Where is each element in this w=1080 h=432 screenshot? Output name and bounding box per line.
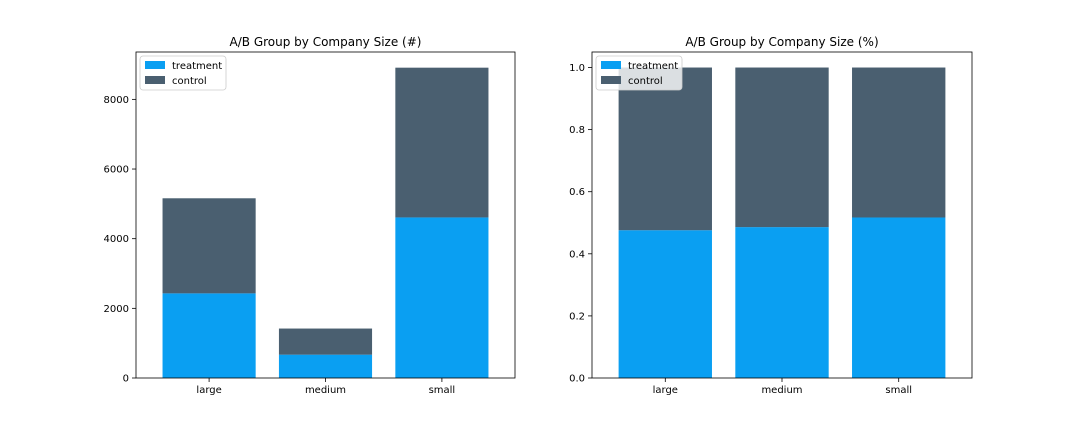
y-tick-label: 4000	[104, 234, 129, 245]
bar-treatment-small	[852, 217, 946, 378]
y-tick-label: 0	[123, 374, 129, 385]
bar-treatment-medium	[278, 354, 373, 378]
bar-treatment-small	[395, 217, 489, 378]
y-tick-label: 0.2	[569, 311, 585, 322]
legend: treatment control	[595, 55, 683, 91]
bar-treatment-large	[162, 293, 256, 378]
legend-label-control: control	[172, 76, 207, 87]
legend-label-treatment: treatment	[628, 61, 678, 72]
y-tick-label: 6000	[104, 165, 129, 176]
y-tick-label: 2000	[104, 304, 129, 315]
bar-treatment-large	[618, 230, 712, 378]
axes-frame	[135, 51, 516, 379]
y-tick-label: 8000	[104, 95, 129, 106]
legend-label-control: control	[628, 76, 663, 87]
y-tick-label: 0.0	[569, 374, 585, 385]
bar-control-large	[618, 67, 712, 231]
x-tick-label: large	[196, 385, 221, 396]
x-tick-label: medium	[761, 385, 802, 396]
y-tick-label: 0.4	[569, 249, 585, 260]
y-tick-label: 0.6	[569, 187, 585, 198]
bar-control-medium	[735, 67, 829, 228]
bar-control-large	[162, 198, 256, 294]
x-tick-label: small	[885, 385, 912, 396]
y-tick-label: 1.0	[569, 63, 585, 74]
legend-swatch-treatment	[601, 61, 621, 69]
x-tick-label: medium	[305, 385, 346, 396]
legend-label-treatment: treatment	[172, 61, 222, 72]
bar-control-medium	[278, 328, 373, 355]
bar-control-small	[852, 67, 946, 218]
chart-panel-2: A/B Group by Company Size (%) large medium…	[569, 35, 973, 396]
y-tick-label: 0.8	[569, 125, 585, 136]
axes-frame	[591, 51, 973, 379]
x-tick-label: large	[653, 385, 678, 396]
legend-swatch-treatment	[145, 61, 165, 69]
bar-control-small	[395, 67, 489, 218]
x-tick-label: small	[429, 385, 456, 396]
chart-title: A/B Group by Company Size (%)	[685, 35, 878, 49]
legend-swatch-control	[601, 76, 621, 84]
legend-swatch-control	[145, 76, 165, 84]
chart-panel-1: A/B Group by Company Size (#) large medium…	[104, 35, 516, 396]
bar-treatment-medium	[735, 227, 829, 378]
legend: treatment control	[139, 55, 227, 91]
chart-title: A/B Group by Company Size (#)	[230, 35, 422, 49]
